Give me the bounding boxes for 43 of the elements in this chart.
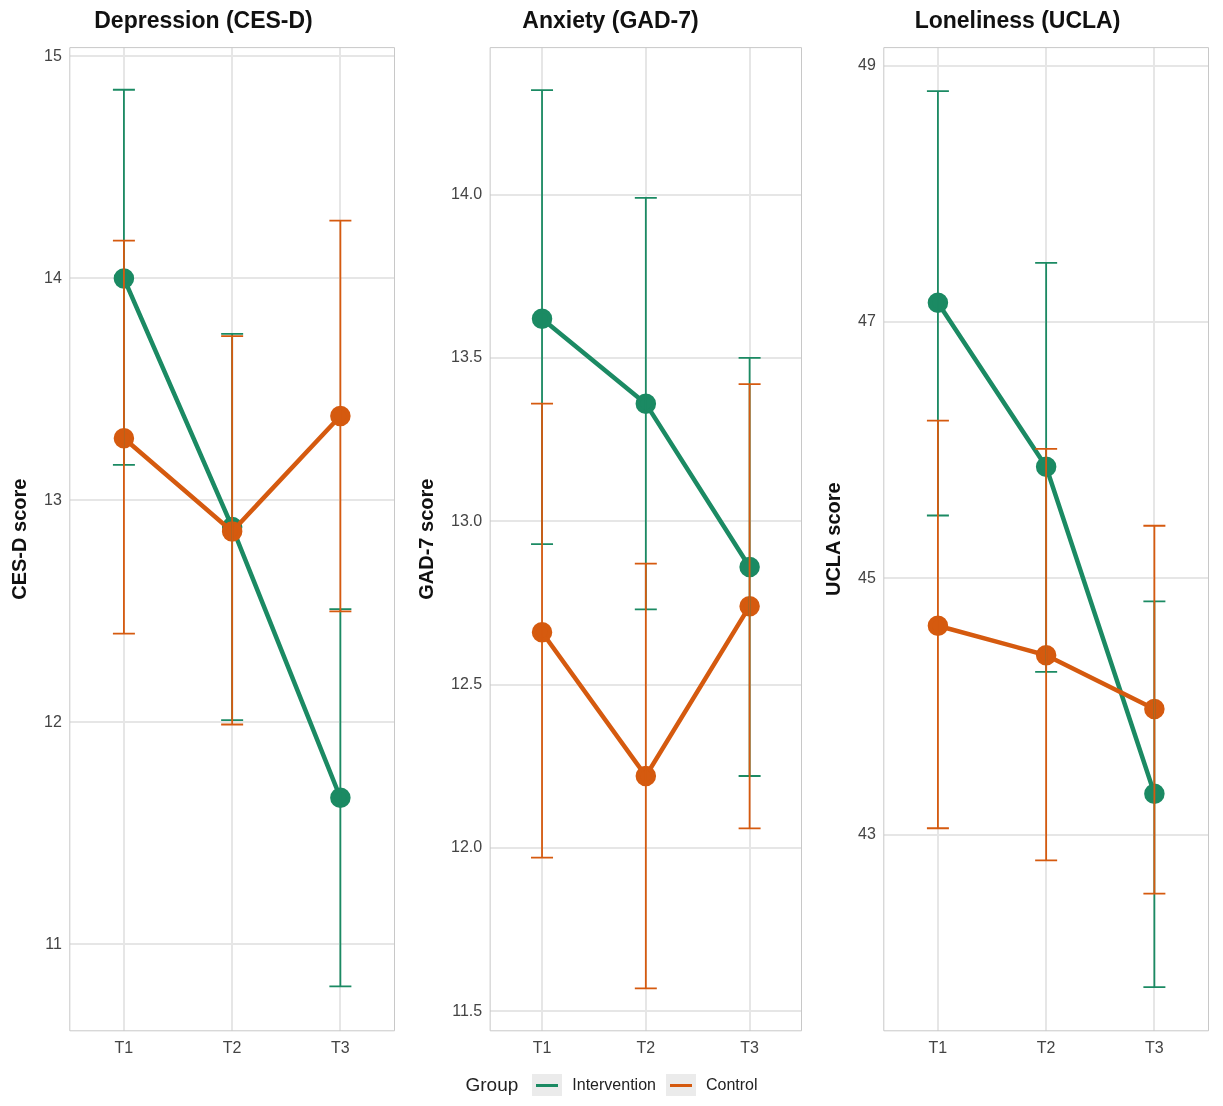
y-axis-title: GAD-7 score (414, 478, 437, 600)
y-tick-label: 13 (44, 490, 62, 508)
legend-label: Intervention (572, 1076, 656, 1094)
legend-label: Control (705, 1076, 758, 1094)
point (221, 521, 243, 542)
chart-title: Anxiety (GAD-7) (522, 7, 699, 34)
point (927, 615, 949, 636)
point (113, 427, 135, 449)
x-tick-label: T2 (1036, 1038, 1056, 1056)
x-tick-label: T3 (331, 1038, 350, 1056)
y-tick-label: 12.5 (451, 674, 483, 692)
x-tick-label: T1 (532, 1038, 552, 1056)
point (739, 595, 760, 617)
y-tick-label: 47 (858, 312, 876, 330)
x-tick-label: T2 (636, 1038, 656, 1056)
x-tick-label: T3 (1145, 1038, 1164, 1056)
y-tick-label: 11.5 (452, 1001, 483, 1019)
x-tick-label: T2 (222, 1038, 242, 1056)
x-tick-label: T1 (928, 1038, 948, 1056)
y-axis-title: UCLA score (821, 482, 844, 597)
y-tick-label: 49 (858, 55, 876, 73)
y-axis-title: CES-D score (7, 478, 30, 600)
point (635, 393, 657, 414)
point (1144, 698, 1165, 720)
point (531, 308, 553, 329)
legend-title: Group (465, 1074, 519, 1096)
y-tick-label: 45 (858, 568, 876, 586)
y-tick-label: 11 (45, 934, 62, 952)
y-tick-label: 13.5 (451, 348, 483, 366)
y-tick-label: 43 (858, 825, 876, 843)
point (330, 787, 351, 809)
y-tick-label: 14.0 (451, 185, 483, 202)
y-tick-label: 13.0 (451, 511, 483, 529)
point (635, 765, 657, 787)
chart-title: Depression (CES-D) (94, 7, 313, 34)
chart-title: Loneliness (UCLA) (914, 7, 1121, 34)
point (330, 405, 351, 427)
x-tick-label: T3 (740, 1038, 760, 1056)
y-tick-label: 14 (44, 268, 62, 286)
y-tick-label: 12 (44, 712, 62, 730)
y-tick-label: 15 (44, 46, 62, 64)
y-tick-label: 12.0 (451, 838, 483, 856)
x-tick-label: T1 (114, 1038, 134, 1056)
